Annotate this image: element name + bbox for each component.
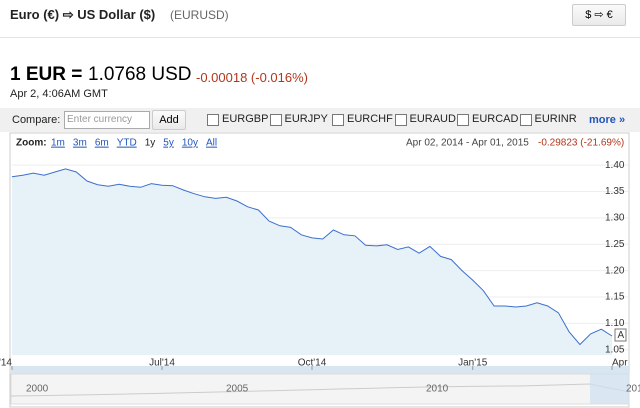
zoom-option: 1y [145,138,156,149]
x-axis-band [11,366,629,374]
y-tick-label: 1.05 [605,344,625,355]
area [12,168,612,355]
x-tick-label: Apr [612,358,628,369]
range-change: -0.29823 (-21.69%) [538,138,624,149]
zoom-option[interactable]: 10y [182,138,198,149]
x-tick-label: r'14 [0,358,12,369]
navigator-label: 2010 [426,384,449,395]
currency-input[interactable]: Enter currency [64,111,150,129]
title: Euro (€) ⇨ US Dollar ($) [10,7,156,22]
checkbox[interactable] [332,114,344,126]
zoom-option[interactable]: 1m [51,138,65,149]
checkbox[interactable] [457,114,469,126]
checkbox[interactable] [519,114,532,126]
more-link[interactable]: more » [589,114,626,126]
compare-option[interactable]: EURGBP [222,113,269,125]
divider [0,37,640,38]
compare-label: Compare: [12,114,61,126]
compare-option[interactable]: EURCHF [347,113,393,125]
zoom-option[interactable]: YTD [117,138,137,149]
quote-base: 1 EUR = [10,64,83,85]
swap-button[interactable]: $ ⇨ € [572,4,626,26]
navigator-trace [10,383,630,397]
checkbox[interactable] [207,114,219,126]
y-tick-label: 1.25 [605,239,625,250]
quote-time: Apr 2, 4:06AM GMT [10,88,108,100]
line [11,168,613,346]
x-tick-label: Jan'15 [458,358,488,369]
quote-price: 1.0768 USD [88,64,192,85]
zoom-label: Zoom: [16,138,47,149]
y-tick-label: 1.40 [605,160,625,171]
navigator-label: 201 [626,384,640,395]
y-tick-label: 1.15 [605,292,625,303]
navigator-label: 2000 [26,384,49,395]
y-tick-label: 1.20 [605,265,625,276]
checkbox[interactable] [269,114,282,126]
y-tick-label: 1.10 [605,318,625,329]
x-tick-label: Jul'14 [149,358,175,369]
date-range: Apr 02, 2014 - Apr 01, 2015 [406,138,529,149]
navigator-label: 2005 [226,384,249,395]
navigator-window[interactable] [590,374,629,404]
zoom-option[interactable]: All [206,138,217,149]
compare-option[interactable]: EURJPY [284,113,328,125]
quote-change: -0.00018 (-0.016%) [196,70,309,85]
flag: A [618,330,625,341]
checkbox[interactable] [394,114,407,126]
y-tick-label: 1.30 [605,213,625,224]
chart: Zoom: Apr 02, 2014 - Apr 01, 2015 -0.298… [0,132,640,408]
compare-option[interactable]: EURCAD [472,113,519,125]
symbol: (EURUSD) [170,8,229,22]
compare-option[interactable]: EURINR [534,113,577,125]
flag-box [614,328,627,342]
y-tick-label: 1.35 [605,186,625,197]
zoom-option[interactable]: 5y [163,138,174,149]
zoom-option[interactable]: 6m [95,138,109,149]
add-button[interactable]: Add [152,110,186,130]
compare-option[interactable]: EURAUD [409,113,456,125]
zoom-option[interactable]: 3m [73,138,87,149]
x-tick-label: Oct'14 [298,358,327,369]
